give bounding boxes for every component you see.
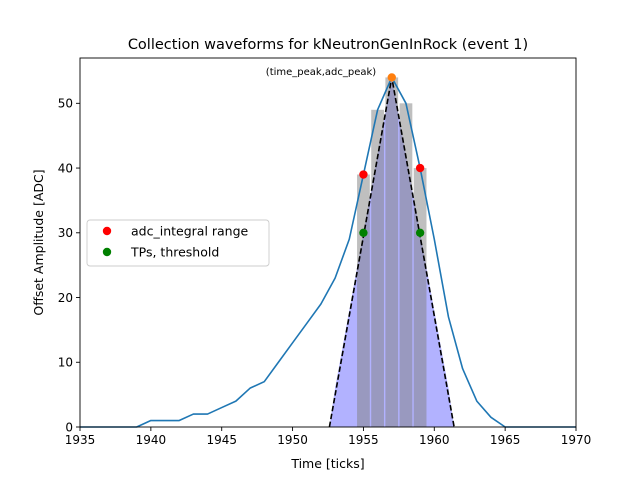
- integral-bar-1959: [413, 168, 427, 428]
- x-tick-label-1950: 1950: [277, 433, 308, 447]
- legend-label-tps-threshold: TPs, threshold: [130, 245, 219, 260]
- x-tick-label-1970: 1970: [561, 433, 592, 447]
- x-tick-label-1940: 1940: [136, 433, 167, 447]
- series-0-point-1: [415, 163, 425, 173]
- y-tick-label-10: 10: [58, 356, 73, 370]
- legend-marker-adc-integral: [102, 226, 112, 236]
- series-1-point-1: [415, 228, 425, 237]
- plot-frame: [79, 57, 577, 428]
- legend-box: [86, 219, 270, 267]
- chart-title: Collection waveforms for kNeutronGenInRo…: [128, 37, 528, 53]
- y-tick-label-20: 20: [58, 291, 73, 305]
- x-tick-label-1945: 1945: [206, 433, 237, 447]
- y-tick-label-30: 30: [58, 226, 73, 240]
- x-tick-label-1935: 1935: [65, 433, 96, 447]
- legend: adc_integral range TPs, threshold: [86, 219, 270, 267]
- integral-bar-1956: [371, 109, 384, 427]
- integral-bar-1957: [385, 77, 399, 427]
- waveform-line: [80, 76, 576, 428]
- x-tick-label-1960: 1960: [419, 433, 450, 447]
- series-0-point-0: [359, 170, 368, 179]
- y-tick-label-0: 0: [65, 420, 73, 434]
- integral-bar-1955: [357, 174, 370, 427]
- x-tick-label-1965: 1965: [490, 433, 521, 447]
- y-axis-label: Offset Amplitude [ADC]: [31, 169, 46, 315]
- x-tick-label-1955: 1955: [348, 433, 379, 447]
- y-tick-label-40: 40: [58, 161, 73, 175]
- legend-marker-tps-threshold: [102, 247, 112, 257]
- x-axis-label: Time [ticks]: [290, 456, 364, 471]
- series-1-point-0: [359, 228, 368, 237]
- legend-label-adc-integral: adc_integral range: [131, 224, 249, 239]
- y-tick-label-50: 50: [58, 97, 73, 111]
- peak-annotation: (time_peak,adc_peak): [266, 67, 376, 78]
- integral-bar-1958: [399, 103, 413, 427]
- peak-marker: [387, 73, 396, 82]
